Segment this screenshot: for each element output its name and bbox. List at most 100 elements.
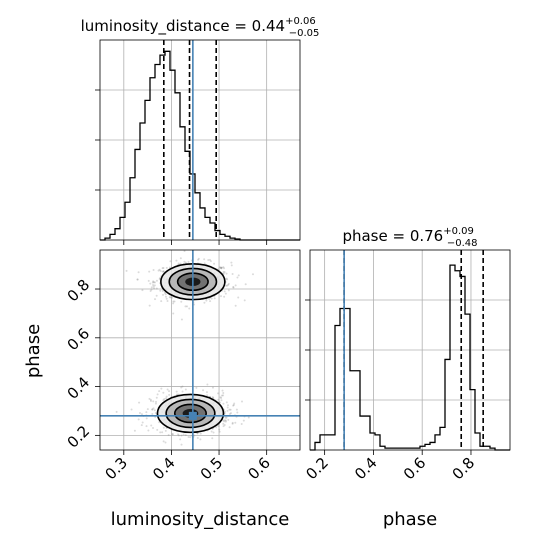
- sample-point: [150, 286, 153, 289]
- sample-point: [177, 262, 180, 265]
- sample-point: [222, 266, 225, 269]
- sample-point: [223, 424, 226, 427]
- sample-point: [158, 277, 161, 280]
- sample-point: [212, 396, 215, 399]
- sample-point: [197, 258, 200, 261]
- sample-point: [207, 259, 210, 262]
- sample-point: [222, 271, 225, 274]
- sample-point: [205, 299, 208, 302]
- truth-marker: [188, 411, 197, 420]
- sample-point: [140, 413, 143, 416]
- sample-point: [176, 393, 179, 396]
- sample-point: [215, 426, 218, 429]
- sample-point: [227, 289, 230, 292]
- sample-point: [180, 443, 183, 446]
- sample-point: [185, 305, 188, 308]
- sample-point: [224, 419, 227, 422]
- sample-point: [152, 400, 155, 403]
- title-phase-minus: −0.48: [447, 238, 478, 249]
- sample-point: [137, 271, 140, 274]
- tick-label: 0.2: [302, 454, 332, 484]
- sample-point: [203, 262, 206, 265]
- sample-point: [168, 296, 171, 299]
- sample-point: [229, 412, 232, 415]
- sample-point: [209, 260, 212, 263]
- sample-point: [163, 397, 166, 400]
- sample-point: [218, 428, 221, 431]
- sample-point: [155, 294, 158, 297]
- sample-point: [152, 268, 155, 271]
- sample-point: [182, 433, 185, 436]
- sample-point: [154, 402, 157, 405]
- sample-point: [196, 432, 199, 435]
- sample-point: [211, 396, 214, 399]
- sample-point: [141, 289, 144, 292]
- sample-point: [220, 394, 223, 397]
- sample-point: [115, 410, 118, 413]
- sample-point: [210, 297, 213, 300]
- sample-point: [161, 431, 164, 434]
- sample-point: [149, 398, 152, 401]
- tick-label: 0.8: [449, 454, 479, 484]
- sample-point: [159, 269, 162, 272]
- sample-point: [220, 396, 223, 399]
- sample-point: [166, 388, 169, 391]
- sample-point: [203, 258, 206, 261]
- sample-point: [213, 262, 216, 265]
- sample-point: [232, 404, 235, 407]
- sample-point: [227, 283, 230, 286]
- sample-point: [180, 300, 183, 303]
- sample-point: [152, 427, 155, 430]
- sample-point: [165, 397, 168, 400]
- sample-point: [149, 282, 152, 285]
- sample-point: [154, 298, 157, 301]
- sample-point: [243, 299, 246, 302]
- sample-point: [168, 393, 171, 396]
- sample-point: [153, 281, 156, 284]
- sample-point: [234, 304, 237, 307]
- sample-point: [223, 271, 226, 274]
- sample-point: [175, 259, 178, 262]
- sample-point: [155, 287, 158, 290]
- tick-label: 0.4: [149, 454, 179, 484]
- sample-point: [180, 318, 183, 321]
- sample-point: [152, 407, 155, 410]
- tick-label: 0.4: [64, 373, 94, 403]
- density-2d-panel: 0.3 0.4 0.5 0.6 0.2 0.4 0.6 0.8: [64, 249, 301, 484]
- tick-label: 0.3: [101, 454, 131, 484]
- sample-point: [151, 281, 154, 284]
- sample-point: [217, 392, 220, 395]
- sample-point: [167, 433, 170, 436]
- sample-point: [181, 385, 184, 388]
- sample-point: [202, 389, 205, 392]
- sample-point: [234, 421, 237, 424]
- sample-point: [227, 282, 230, 285]
- sample-point: [164, 295, 167, 298]
- sample-point: [155, 400, 158, 403]
- sample-point: [175, 390, 178, 393]
- sample-point: [229, 408, 232, 411]
- sample-point: [231, 421, 234, 424]
- sample-point: [236, 276, 239, 279]
- sample-point: [165, 297, 168, 300]
- sample-point: [155, 396, 158, 399]
- sample-point: [162, 391, 165, 394]
- sample-point: [158, 268, 161, 271]
- sample-point: [242, 419, 245, 422]
- sample-point: [230, 261, 233, 264]
- sample-point: [240, 423, 243, 426]
- sample-point: [220, 267, 223, 270]
- sample-point: [205, 391, 208, 394]
- sample-point: [222, 425, 225, 428]
- sample-point: [222, 391, 225, 394]
- sample-point: [223, 419, 226, 422]
- density-contour: [165, 398, 216, 429]
- sample-point: [150, 424, 153, 427]
- tick-label: 0.6: [244, 454, 274, 484]
- sample-point: [152, 281, 155, 284]
- sample-point: [148, 397, 151, 400]
- sample-point: [146, 408, 149, 411]
- sample-point: [233, 402, 236, 405]
- sample-point: [169, 260, 172, 263]
- sample-point: [197, 257, 200, 260]
